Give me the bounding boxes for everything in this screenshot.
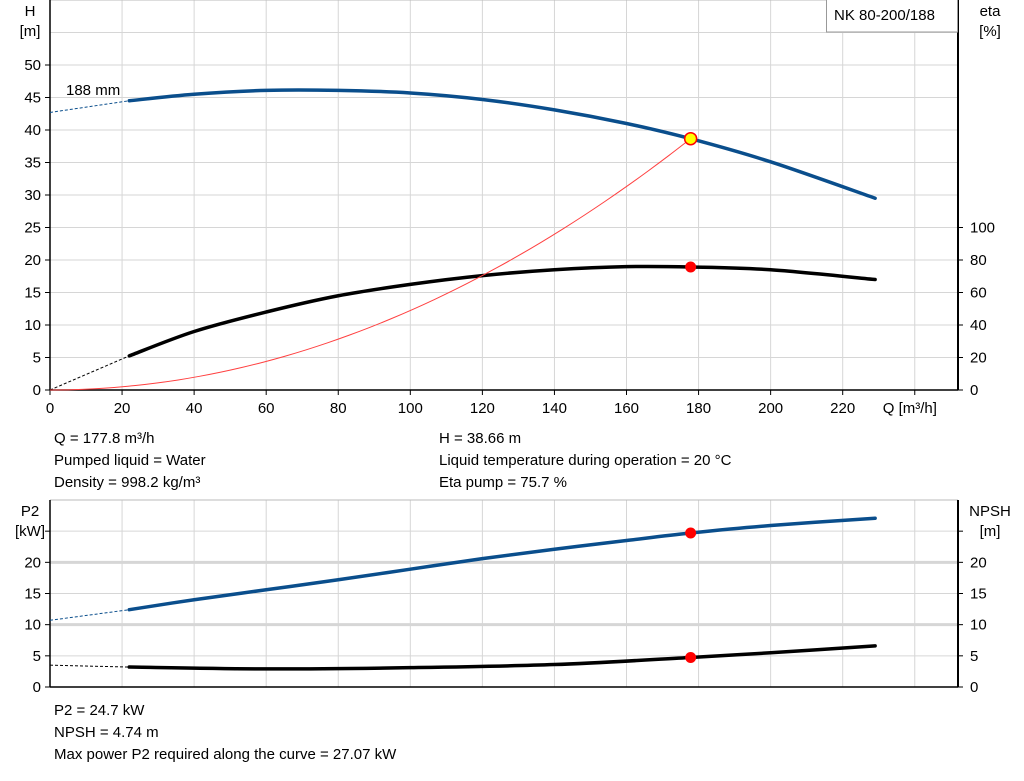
y2-tick-label: 20 [970,350,987,367]
x-tick-label: 160 [614,400,639,417]
duty-point-p2 [685,527,697,539]
info-eta: Eta pump = 75.7 % [439,474,567,491]
y-tick-label: 10 [24,317,41,334]
x-tick-label: 220 [830,400,855,417]
y-tick-label: 5 [33,648,41,665]
x-tick-label: 100 [398,400,423,417]
curve-npsh-extrapolated [49,664,130,668]
y2-axis-title: [%] [979,23,1001,40]
curve-label: 188 mm [66,82,120,99]
info-liquid: Pumped liquid = Water [54,452,206,469]
duty-point-npsh [685,651,697,663]
legend-label: NK 80-200/188 [834,7,935,24]
y-tick-label: 5 [33,350,41,367]
y-tick-label: 30 [24,187,41,204]
y-tick-label: 40 [24,122,41,139]
y2-tick-label: 100 [970,220,995,237]
y-tick-label: 45 [24,90,41,107]
y-tick-label: 15 [24,285,41,302]
system-curve [49,138,691,391]
y2-tick-label: 40 [970,317,987,334]
y2-axis-title: [m] [980,523,1001,540]
y-axis-title: H [25,3,36,20]
curve-p2 [127,516,877,612]
y-axis-title: P2 [21,503,39,520]
x-tick-label: 120 [470,400,495,417]
y2-tick-label: 15 [970,586,987,603]
y-axis-title: [kW] [15,523,45,540]
info-temperature: Liquid temperature during operation = 20… [439,452,732,469]
curve-h [127,88,877,200]
curve-eta [127,264,877,358]
y-axis-title: [m] [20,23,41,40]
y2-tick-label: 80 [970,252,987,269]
qh-chart: 0 5 10 15 20 25 30 35 40 45 50 0 20 40 60 80 100 H [m] eta [… [20,0,1002,417]
y2-tick-label: 20 [970,554,987,571]
curve-npsh [127,644,877,671]
y2-axis-title: NPSH [969,503,1011,520]
info-max-power: Max power P2 required along the curve = … [54,746,397,763]
y2-tick-label: 5 [970,648,978,665]
y-tick-label: 10 [24,617,41,634]
x-tick-label: 140 [542,400,567,417]
curve-eta-extrapolated [49,355,130,391]
x-tick-label: 60 [258,400,275,417]
y2-tick-label: 10 [970,617,987,634]
y-tick-label: 0 [33,382,41,399]
y2-tick-label: 0 [970,382,978,399]
y-tick-label: 35 [24,155,41,172]
info-bottom: P2 = 24.7 kW NPSH = 4.74 m Max power P2 … [54,700,396,766]
info-density: Density = 998.2 kg/m³ [54,474,201,491]
y-tick-label: 50 [24,57,41,74]
legend-box [826,0,958,33]
duty-point-eta [685,261,697,273]
x-tick-label: 80 [330,400,347,417]
curve-p2-extrapolated [49,609,130,621]
info-flow: Q = 177.8 m³/h [54,430,155,447]
info-npsh: NPSH = 4.74 m [54,724,159,741]
y-tick-label: 20 [24,554,41,571]
y2-axis-title: eta [980,3,1002,20]
curve-h-extrapolated [49,100,130,113]
y-tick-label: 25 [24,220,41,237]
x-tick-label: 0 [46,400,54,417]
y-tick-label: 0 [33,679,41,696]
duty-point-head [683,131,698,146]
y2-tick-label: 0 [970,679,978,696]
info-top-right: H = 38.66 m Liquid temperature during op… [439,428,731,494]
y-tick-label: 20 [24,252,41,269]
x-tick-label: 40 [186,400,203,417]
x-tick-label: 20 [114,400,131,417]
power-npsh-chart: 0 5 10 15 20 0 5 10 15 20 P2 [kW] NPSH [m] [15,499,1011,696]
y-tick-label: 15 [24,586,41,603]
y2-tick-label: 60 [970,285,987,302]
x-tick-label: 200 [758,400,783,417]
info-head: H = 38.66 m [439,430,522,447]
x-axis-title: Q [m³/h] [883,400,937,417]
info-top-left: Q = 177.8 m³/h Pumped liquid = Water Den… [54,428,206,494]
info-p2: P2 = 24.7 kW [54,702,145,719]
x-tick-label: 180 [686,400,711,417]
